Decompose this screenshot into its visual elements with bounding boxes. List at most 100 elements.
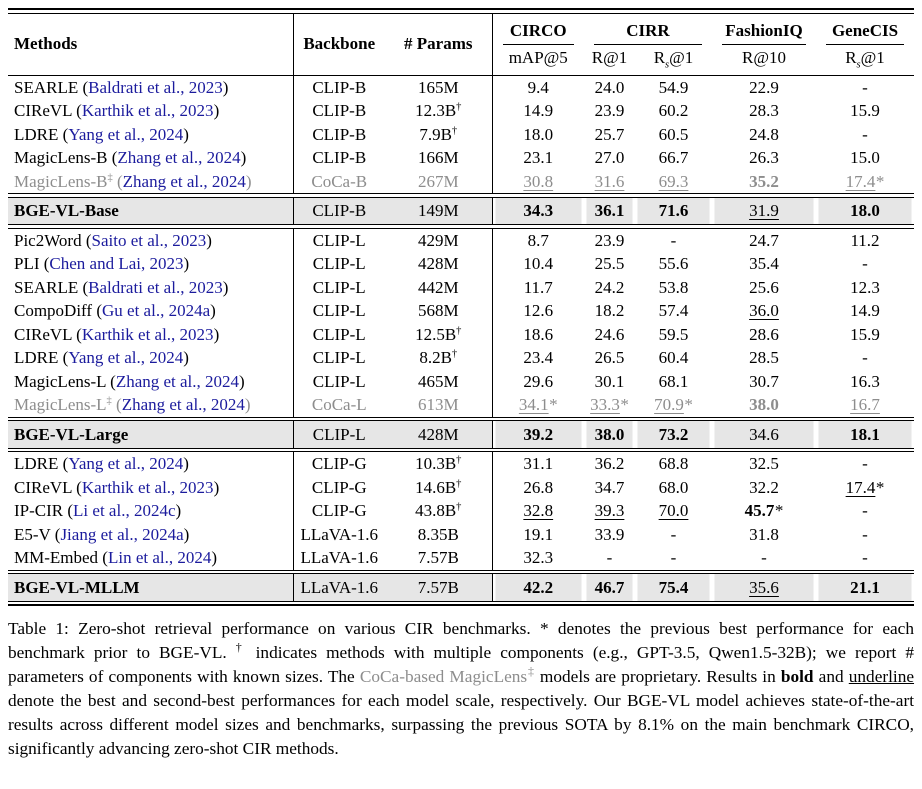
value-cell: - [816,252,914,276]
value-cell: 24.0 [584,76,635,100]
citation-link[interactable]: Zhang et al., 2024 [117,148,241,168]
citation-link[interactable]: Zhang et al., 2024 [115,371,240,391]
table-row: CIReVL (Karthik et al., 2023) CLIP-G 14.6B… [8,475,914,500]
open-paren: ( [96,301,102,321]
value-text: 70.0 [658,501,689,521]
value-cell: 34.6 [712,420,816,449]
method-name: MM-Embed [14,548,99,568]
value-cell: 9.4 [492,76,584,100]
results-table: Methods Backbone # Params CIRCO CIRR Fas… [8,7,914,607]
method-name: CIReVL [14,101,72,121]
caption-segment: denote the best and second-best performa… [8,690,914,758]
backbone-cell: CoCa-B [311,171,368,191]
open-paren: ( [102,548,108,568]
star-marker: * [684,395,693,415]
value-cell: 35.2 [712,170,816,194]
value-cell: 16.3 [816,370,914,394]
value-text: 32.2 [749,477,779,497]
value-cell: 34.3 [492,197,584,225]
citation-link[interactable]: Karthik et al., 2023 [81,101,214,121]
citation-link[interactable]: Karthik et al., 2023 [81,324,214,344]
caption-segment: CoCa-based MagicLens [359,667,528,686]
value-text: 35.2 [749,171,779,191]
citation-link[interactable]: Yang et al., 2024 [68,454,184,474]
value-cell: - [816,76,914,100]
citation-link[interactable]: Li et al., 2024c [73,501,176,521]
value-text: 10.4 [523,254,554,274]
open-paren: ( [43,254,50,274]
value-cell: 31.6 [584,170,635,194]
value-cell: 30.8 [492,170,584,194]
value-cell: 32.2 [712,476,816,500]
citation-link[interactable]: Zhang et al., 2024 [122,171,246,191]
backbone-cell: CLIP-L [312,230,366,250]
value-cell: 68.1 [635,370,712,394]
value-cell: 32.5 [712,452,816,476]
rule-row-top [8,7,914,14]
citation-link[interactable]: Baldrati et al., 2023 [88,77,223,97]
ddagger-marker: ‡ [106,395,112,407]
citation-link[interactable]: Baldrati et al., 2023 [88,277,223,297]
close-paren: ) [240,148,247,168]
close-paren: ) [222,277,229,297]
method-cell: CIReVL (Karthik et al., 2023) [8,475,294,500]
params-value: 428M [417,424,459,444]
params-value: 429M [417,230,459,250]
caption-segment: indicates methods with multiple componen… [8,643,914,686]
citation-link[interactable]: Yang et al., 2024 [68,124,184,144]
value-text: 12.6 [523,301,554,321]
params-value: 149M [417,201,459,221]
value-text: - [670,524,677,544]
rule-line [8,600,914,607]
open-paren: ( [111,148,118,168]
open-paren: ( [67,501,74,521]
citation-link[interactable]: Zhang et al., 2024 [121,395,245,415]
metric-header-rs1-genecis: Rs@1 [845,47,885,70]
value-text: 36.1 [594,201,625,221]
table-row: CompoDiff (Gu et al., 2024a) CLIP-L 568M 12… [8,299,914,323]
table-row: IP-CIR (Li et al., 2024c) CLIP-G 43.8B† 32.… [8,499,914,523]
params-value: 165M [417,77,459,97]
value-cell: 54.9 [635,76,712,100]
citation-link[interactable]: Gu et al., 2024a [102,301,211,321]
value-cell: 18.2 [584,299,635,323]
citation-link[interactable]: Karthik et al., 2023 [81,477,214,497]
value-text: 18.6 [523,324,554,344]
value-text: 15.9 [850,324,880,344]
method-cell: E5-V (Jiang et al., 2024a) [8,522,294,547]
citation-link[interactable]: Jiang et al., 2024a [60,524,184,544]
value-text: 24.2 [594,277,625,297]
backbone-cell: CLIP-B [293,197,385,225]
value-cell: 66.7 [635,146,712,170]
value-text: 68.1 [658,371,689,391]
value-cell: 68.0 [635,476,712,500]
value-cell: 35.6 [712,573,816,602]
citation-link[interactable]: Lin et al., 2024 [107,548,212,568]
backbone-cell: CLIP-B [312,101,367,121]
value-cell: 26.8 [492,476,584,500]
group-label: GeneCIS [826,21,904,45]
citation-link[interactable]: Chen and Lai, 2023 [49,254,184,274]
citation-link[interactable]: Yang et al., 2024 [68,348,184,368]
citation-link[interactable]: Saito et al., 2023 [91,230,207,250]
value-text: 32.8 [523,501,554,521]
close-paren: ) [239,371,245,391]
backbone-cell: CLIP-B [312,77,367,97]
value-cell: 8.7 [492,228,584,252]
value-cell: 33.9 [584,523,635,547]
close-paren: ) [213,101,220,121]
method-cell: BGE-VL-Large [8,420,294,449]
caption-segment: bold [780,667,814,686]
value-text: 45.7 [744,501,775,521]
rule-row-header [8,74,914,76]
value-cell: 33.3* [584,393,635,417]
value-text: 73.2 [658,424,689,444]
value-cell: - [816,499,914,523]
value-cell: 12.6 [492,299,584,323]
value-cell: 25.6 [712,276,816,300]
value-text: 24.7 [749,230,779,250]
backbone-cell: CLIP-G [311,477,367,497]
value-text: 29.6 [523,371,554,391]
summary-row: BGE-VL-Large CLIP-L 428M 39.2 38.0 73.2 34.6 18… [8,420,914,449]
value-text: 17.4 [845,477,876,497]
